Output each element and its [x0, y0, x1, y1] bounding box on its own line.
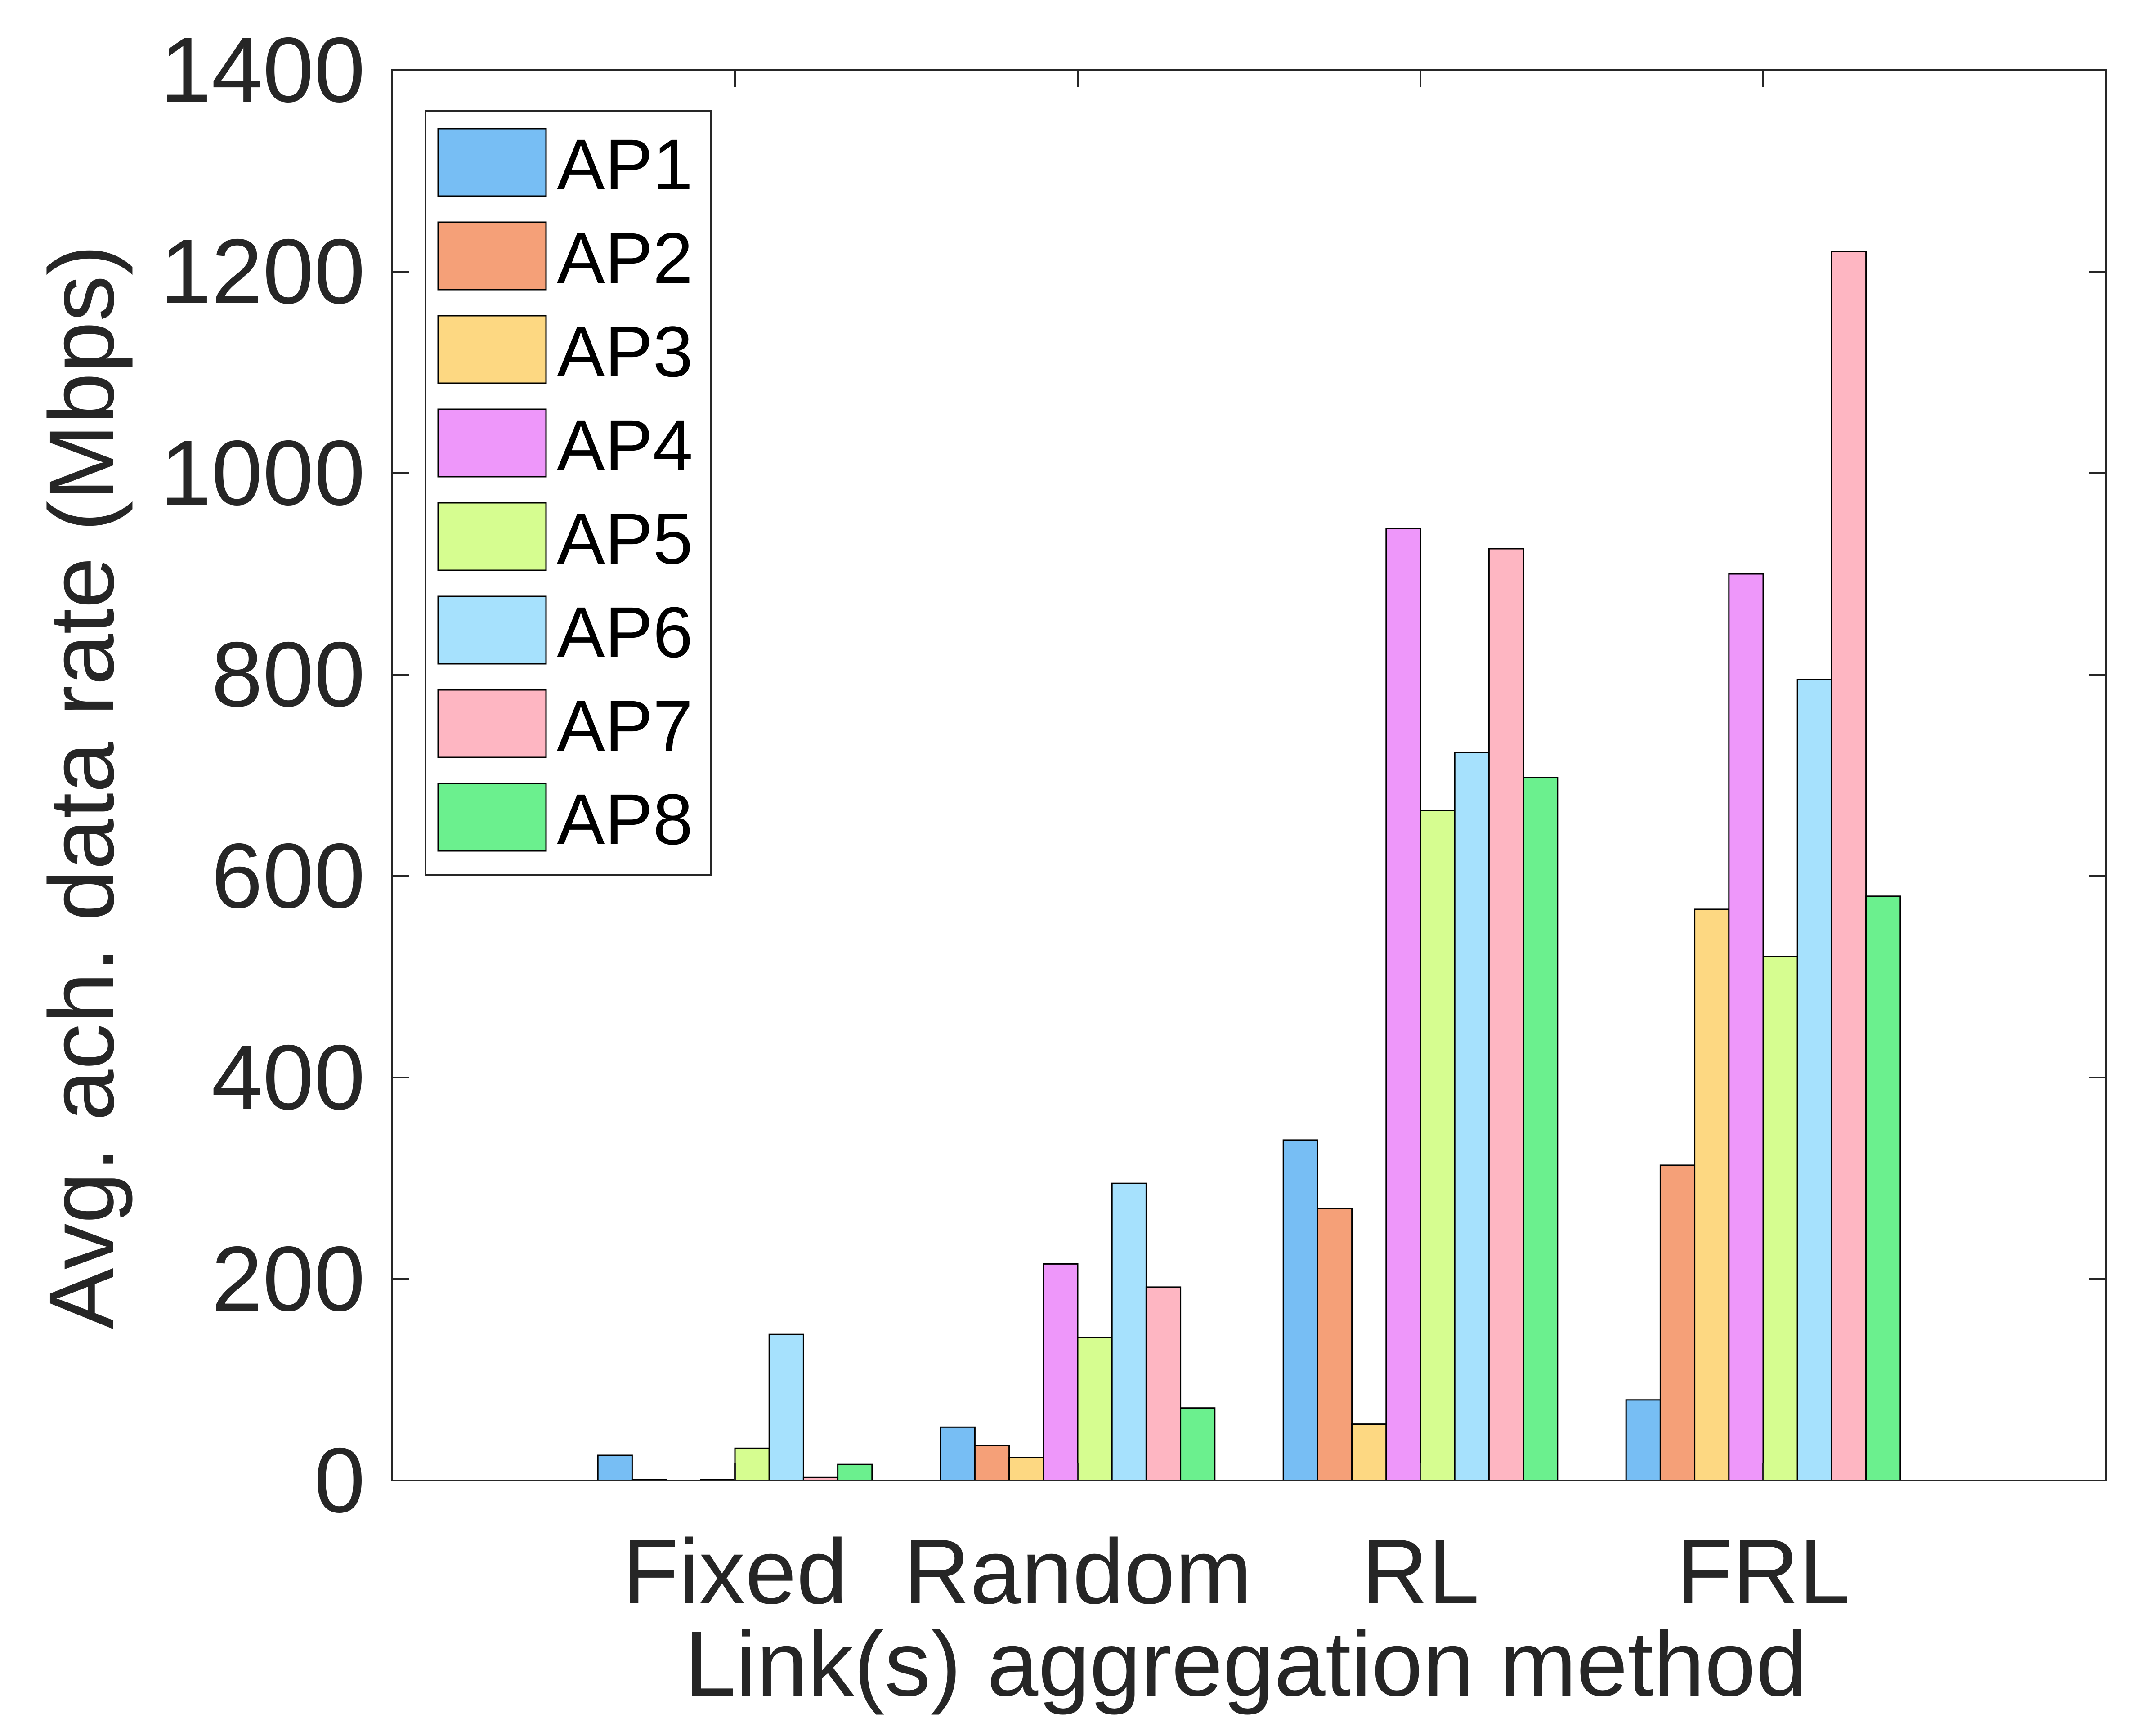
legend-label-ap8: AP8 — [557, 779, 693, 859]
legend-label-ap7: AP7 — [557, 685, 693, 766]
bar-ap8-random — [1180, 1407, 1216, 1481]
bar-ap8-rl — [1523, 777, 1559, 1481]
legend-swatch-ap5 — [437, 502, 547, 571]
bar-ap5-fixed — [734, 1447, 770, 1481]
x-tick-label-fixed: Fixed — [622, 1520, 847, 1623]
bar-ap4-random — [1043, 1263, 1079, 1481]
y-tick-label: 600 — [211, 824, 365, 927]
bar-ap6-frl — [1796, 679, 1832, 1481]
legend-label-ap5: AP5 — [557, 498, 693, 579]
legend-label-ap2: AP2 — [557, 218, 693, 298]
bars-group — [597, 251, 1901, 1481]
legend-label-ap3: AP3 — [557, 311, 693, 392]
plot-frame — [391, 69, 2107, 1481]
axes-group — [391, 69, 2107, 1481]
bar-ap1-frl — [1625, 1399, 1661, 1481]
legend-swatch-ap1 — [437, 128, 547, 197]
y-tick-label: 1400 — [160, 18, 365, 121]
legend-label-ap6: AP6 — [557, 592, 693, 672]
y-tick-label: 400 — [211, 1026, 365, 1129]
legend-swatch-ap8 — [437, 783, 547, 852]
x-tick-label-frl: FRL — [1676, 1520, 1850, 1623]
bar-ap1-fixed — [597, 1454, 633, 1481]
y-tick-label: 1000 — [160, 421, 365, 524]
x-axis-title: Link(s) aggregation method — [685, 1612, 1807, 1715]
bar-ap5-rl — [1420, 810, 1456, 1481]
x-tick-label-rl: RL — [1362, 1520, 1479, 1623]
bar-ap4-rl — [1385, 528, 1421, 1481]
x-tick-label-random: Random — [904, 1520, 1252, 1623]
bar-ap3-random — [1008, 1457, 1044, 1481]
bar-ap5-frl — [1762, 956, 1798, 1481]
bar-ap2-frl — [1659, 1164, 1696, 1481]
legend-swatch-ap7 — [437, 689, 547, 758]
legend-swatch-ap4 — [437, 408, 547, 478]
bar-ap5-random — [1077, 1337, 1113, 1481]
bar-ap3-rl — [1351, 1423, 1387, 1481]
legend-swatch-ap3 — [437, 315, 547, 384]
legend-swatch-ap2 — [437, 221, 547, 291]
y-tick-labels: 0 200 400 600 800 1000 1200 1400 — [160, 18, 365, 1532]
bar-ap6-fixed — [768, 1333, 804, 1481]
bar-ap8-frl — [1865, 895, 1901, 1481]
bar-ap3-frl — [1694, 908, 1730, 1481]
bar-ap8-fixed — [837, 1463, 873, 1481]
bar-ap7-random — [1145, 1286, 1182, 1481]
y-tick-label: 800 — [211, 623, 365, 726]
legend-swatch-ap6 — [437, 595, 547, 665]
legend-label-ap1: AP1 — [557, 124, 693, 205]
bar-ap2-rl — [1317, 1208, 1353, 1481]
legend: AP1 AP2 AP3 AP4 AP5 AP6 AP7 AP8 — [425, 110, 712, 876]
legend-label-ap4: AP4 — [557, 405, 693, 485]
bar-ap6-random — [1111, 1182, 1147, 1481]
bar-ap7-frl — [1831, 251, 1867, 1481]
y-tick-label: 200 — [211, 1227, 365, 1330]
y-tick-label: 0 — [314, 1429, 365, 1532]
bar-ap6-rl — [1454, 752, 1490, 1481]
x-tick-labels: Fixed Random RL FRL — [622, 1520, 1850, 1623]
bar-ap1-random — [940, 1426, 976, 1481]
bar-ap7-rl — [1488, 548, 1524, 1481]
bar-ap2-random — [974, 1445, 1010, 1481]
y-tick-label: 1200 — [160, 220, 365, 323]
bar-ap4-frl — [1728, 573, 1764, 1481]
bar-ap1-rl — [1282, 1139, 1318, 1481]
y-axis-title: Avg. ach. data rate (Mbps) — [30, 245, 133, 1329]
